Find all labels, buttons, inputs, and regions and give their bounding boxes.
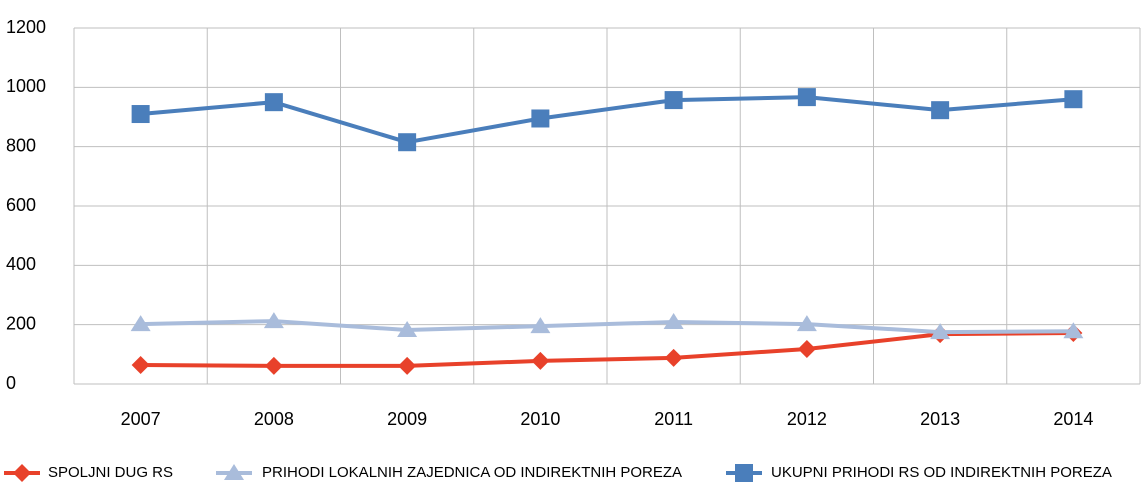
x-tick-label: 2007 xyxy=(121,409,161,429)
y-tick-label: 200 xyxy=(6,313,36,333)
y-tick-label: 600 xyxy=(6,195,36,215)
marker xyxy=(797,88,816,107)
marker xyxy=(264,356,283,375)
marker xyxy=(398,133,417,152)
marker xyxy=(263,312,284,329)
marker xyxy=(397,321,418,338)
marker xyxy=(264,93,283,112)
marker xyxy=(664,348,683,367)
marker xyxy=(735,464,753,482)
y-tick-label: 1200 xyxy=(6,17,46,37)
y-tick-label: 0 xyxy=(6,373,16,393)
marker xyxy=(930,323,951,340)
marker xyxy=(663,312,684,329)
marker xyxy=(664,91,683,110)
x-tick-label: 2012 xyxy=(787,409,827,429)
series-line xyxy=(140,95,1074,145)
x-tick-label: 2008 xyxy=(254,409,294,429)
marker xyxy=(796,315,817,332)
marker xyxy=(131,356,150,375)
marker xyxy=(398,356,417,375)
y-tick-label: 800 xyxy=(6,135,36,155)
marker xyxy=(530,317,551,334)
y-tick-label: 1000 xyxy=(6,76,46,96)
marker xyxy=(130,315,151,332)
marker xyxy=(931,101,950,120)
x-tick-label: 2014 xyxy=(1053,409,1093,429)
marker xyxy=(131,105,150,124)
series-line xyxy=(140,319,1074,335)
legend-label: PRIHODI LOKALNIH ZAJEDNICA OD INDIREKTNI… xyxy=(262,464,682,481)
marker xyxy=(531,351,550,370)
marker xyxy=(1063,322,1084,339)
x-tick-label: 2013 xyxy=(920,409,960,429)
y-tick-label: 400 xyxy=(6,254,36,274)
marker xyxy=(531,109,550,128)
legend-label: SPOLJNI DUG RS xyxy=(48,464,173,481)
x-tick-label: 2009 xyxy=(387,409,427,429)
series-line xyxy=(140,330,1074,368)
legend-label: UKUPNI PRIHODI RS OD INDIREKTNIH POREZA xyxy=(771,464,1112,481)
x-tick-label: 2011 xyxy=(654,409,693,429)
marker xyxy=(1064,90,1083,109)
marker xyxy=(224,464,244,480)
marker xyxy=(797,339,816,358)
marker xyxy=(13,464,31,482)
x-tick-label: 2010 xyxy=(520,409,560,429)
